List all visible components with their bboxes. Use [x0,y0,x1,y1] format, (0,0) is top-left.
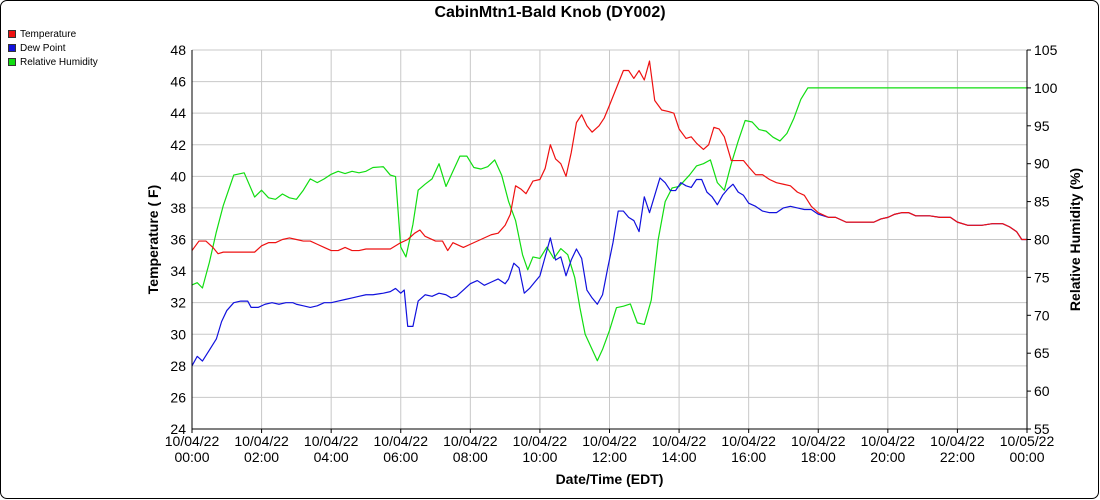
x-tick-label: 10/04/22 06:00 [374,433,429,465]
x-tick-label: 10/04/22 08:00 [443,433,498,465]
y2-tick-label: 60 [1034,383,1050,399]
y-tick-label: 28 [170,358,186,374]
x-tick-date: 10/04/22 [374,433,429,449]
x-tick-date: 10/04/22 [652,433,707,449]
y-tick-label: 26 [170,389,186,405]
y-tick-label: 46 [170,74,186,90]
y2-tick-label: 75 [1034,269,1050,285]
x-tick-label: 10/04/22 02:00 [234,433,289,465]
grid-lines [191,49,1028,430]
x-tick-date: 10/04/22 [791,433,846,449]
x-tick-time: 22:00 [940,449,975,465]
y2-tick-label: 95 [1034,118,1050,134]
y2-tick-label: 100 [1034,80,1058,96]
legend-label-dew-point: Dew Point [20,42,66,54]
x-tick-date: 10/04/22 [304,433,359,449]
y2-tick-label: 80 [1034,232,1050,248]
x-tick-date: 10/04/22 [861,433,916,449]
x-tick-time: 14:00 [662,449,697,465]
x-tick-label: 10/04/22 22:00 [930,433,985,465]
x-tick-date: 10/04/22 [930,433,985,449]
x-tick-time: 18:00 [801,449,836,465]
series-layer [191,60,1027,367]
y-tick-label: 24 [170,421,186,437]
x-tick-time: 20:00 [870,449,905,465]
series-line-temperature [191,60,1027,255]
y-axis-title: Temperature ( F) [145,185,161,294]
legend-swatch-dew-point [8,44,16,52]
x-tick-date: 10/04/22 [165,433,220,449]
axis-layer: 24 26 28 30 32 34 36 38 40 42 44 46 48 55 60 65 70 75 80 85… [165,42,1058,465]
y2-tick-label: 105 [1034,42,1058,58]
x-tick-date: 10/04/22 [513,433,568,449]
y2-axis-title: Relative Humidity (%) [1067,168,1083,311]
legend-swatch-temperature [8,30,16,38]
x-tick-label: 10/04/22 16:00 [721,433,776,465]
y2-tick-label: 65 [1034,345,1050,361]
y-tick-label: 30 [170,326,186,342]
x-tick-time: 10:00 [522,449,557,465]
x-tick-date: 10/05/22 [1000,433,1055,449]
x-tick-date: 10/04/22 [234,433,289,449]
legend-swatch-relative-humidity [8,58,16,66]
legend-item-relative-humidity: Relative Humidity [8,55,98,69]
x-tick-label: 10/04/22 20:00 [861,433,916,465]
x-tick-time: 04:00 [314,449,349,465]
legend-item-temperature: Temperature [8,27,98,41]
x-tick-time: 08:00 [453,449,488,465]
y2-tick-label: 55 [1034,421,1050,437]
x-tick-label: 10/05/22 00:00 [1000,433,1055,465]
y-tick-label: 44 [170,105,186,121]
y-tick-label: 48 [170,42,186,58]
x-tick-time: 16:00 [731,449,766,465]
x-tick-time: 02:00 [244,449,279,465]
y-tick-label: 42 [170,137,186,153]
x-tick-label: 10/04/22 10:00 [513,433,568,465]
y-tick-label: 40 [170,168,186,184]
x-axis-title: Date/Time (EDT) [556,471,664,487]
x-tick-time: 00:00 [1009,449,1044,465]
x-tick-label: 10/04/22 14:00 [652,433,707,465]
x-tick-label: 10/04/22 00:00 [165,433,220,465]
x-tick-time: 06:00 [383,449,418,465]
legend-label-temperature: Temperature [20,28,77,40]
x-tick-label: 10/04/22 18:00 [791,433,846,465]
x-tick-date: 10/04/22 [582,433,637,449]
x-tick-time: 00:00 [174,449,209,465]
x-tick-time: 12:00 [592,449,627,465]
chart-title: CabinMtn1-Bald Knob (DY002) [434,4,666,21]
y-tick-label: 32 [170,295,186,311]
y-tick-label: 34 [170,263,186,279]
chart-legend: Temperature Dew Point Relative Humidity [8,27,98,69]
x-tick-label: 10/04/22 04:00 [304,433,359,465]
x-tick-date: 10/04/22 [721,433,776,449]
y2-tick-label: 90 [1034,156,1050,172]
legend-item-dew-point: Dew Point [8,41,98,55]
y-tick-label: 36 [170,232,186,248]
x-tick-label: 10/04/22 12:00 [582,433,637,465]
y-tick-label: 38 [170,200,186,216]
x-tick-date: 10/04/22 [443,433,498,449]
legend-label-relative-humidity: Relative Humidity [20,56,98,68]
y2-tick-label: 70 [1034,307,1050,323]
y2-tick-label: 85 [1034,194,1050,210]
series-line-relative-humidity [191,87,1027,362]
